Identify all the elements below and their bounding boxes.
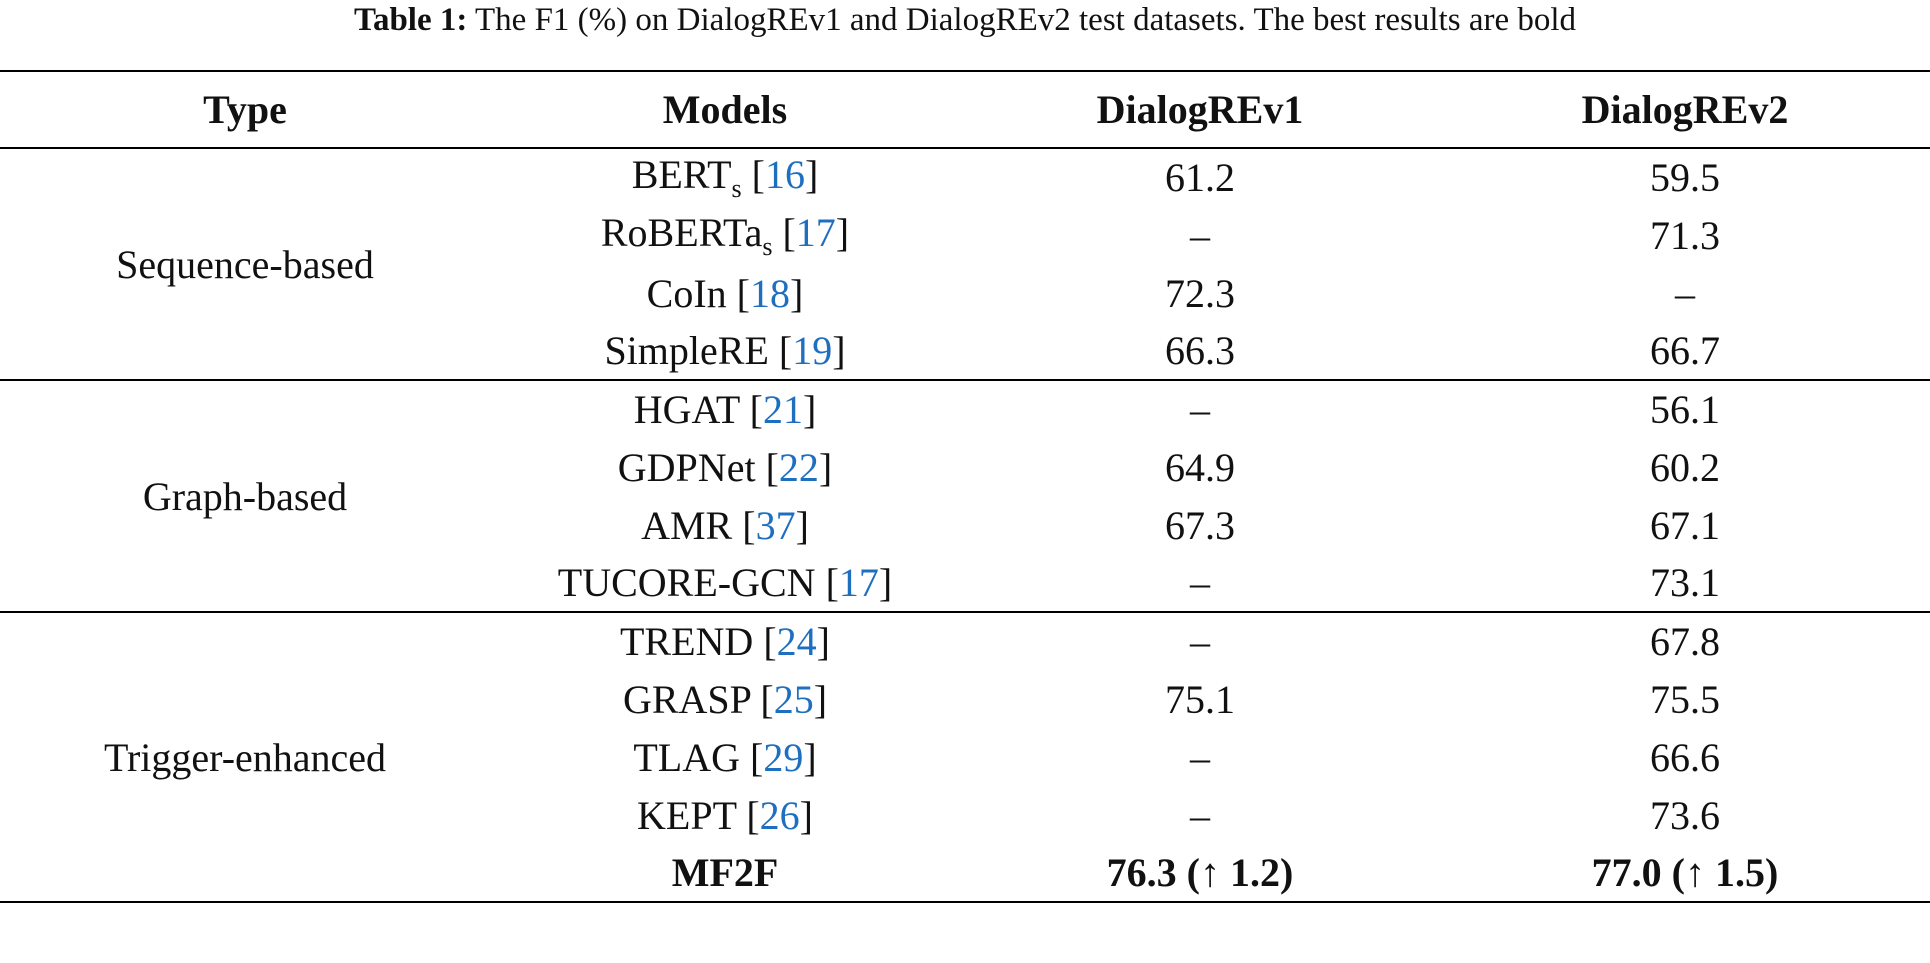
dialogrev2-value: 66.6: [1650, 734, 1720, 780]
model-name: TLAG: [633, 734, 740, 780]
citation-link[interactable]: 17: [838, 560, 879, 605]
model-cell: GDPNet [22]: [617, 444, 833, 490]
table-row: RoBERTas [17] – 71.3: [0, 206, 1930, 264]
header-type: Type: [203, 87, 287, 132]
model-name: CoIn: [646, 270, 727, 316]
table-body: Sequence-based BERTs [16] 61.2 59.5 RoBERTas…: [0, 148, 1930, 902]
table-row: GDPNet [22] 64.9 60.2: [0, 438, 1930, 496]
dialogrev2-value: 66.7: [1650, 328, 1720, 373]
table-row: SimpleRE [19] 66.3 66.7: [0, 322, 1930, 380]
model-name: BERT: [631, 152, 732, 197]
table-row: Trigger-enhanced TREND [24] – 67.8: [0, 612, 1930, 780]
table-caption: Table 1: The F1 (%) on DialogREv1 and Di…: [0, 0, 1930, 42]
model-cell: TLAG [29]: [633, 734, 817, 780]
dialogrev2-value: 56.1: [1650, 387, 1720, 432]
table-row: Sequence-based BERTs [16] 61.2 59.5: [0, 148, 1930, 287]
header-models: Models: [662, 87, 788, 132]
header-dialogrev2: DialogREv2: [1581, 87, 1789, 132]
model-name: GDPNet: [617, 444, 756, 490]
dialogrev1-value: –: [1190, 560, 1210, 605]
citation-link[interactable]: 16: [764, 152, 805, 197]
dialogrev1-value: 67.3: [1165, 502, 1235, 548]
model-cell: BERTs [16]: [631, 152, 819, 203]
dialogrev1-value: –: [1190, 619, 1210, 664]
dialogrev2-value: 73.1: [1650, 560, 1720, 605]
dialogrev1-value: 76.3 (↑ 1.2): [1106, 850, 1294, 895]
model-name: KEPT: [637, 792, 737, 838]
dialogrev2-value: 60.2: [1650, 444, 1720, 490]
model-subscript: s: [762, 231, 773, 261]
model-cell: SimpleRE [19]: [604, 328, 846, 373]
citation-link[interactable]: 24: [776, 619, 817, 664]
model-name: AMR: [641, 502, 733, 548]
citation-link[interactable]: 17: [795, 209, 836, 255]
dialogrev2-value: 73.6: [1650, 792, 1720, 838]
dialogrev2-value: 71.3: [1650, 212, 1720, 258]
model-cell: GRASP [25]: [622, 676, 828, 722]
citation-link[interactable]: 22: [778, 444, 819, 490]
table-row: CoIn [18] 72.3 –: [0, 264, 1930, 322]
table-row: Graph-based HGAT [21] – 56.1: [0, 380, 1930, 519]
dialogrev2-value: 67.8: [1650, 619, 1720, 664]
table-row: TLAG [29] – 66.6: [0, 728, 1930, 786]
group-type-cell: Sequence-based: [116, 241, 374, 287]
citation-link[interactable]: 18: [750, 270, 790, 316]
model-cell: RoBERTas [17]: [600, 209, 850, 261]
dialogrev1-value: –: [1190, 792, 1210, 838]
table-row: KEPT [26] – 73.6: [0, 786, 1930, 844]
model-subscript: s: [731, 174, 742, 203]
model-cell: TREND [24]: [620, 619, 830, 664]
dialogrev1-value: 61.2: [1165, 155, 1235, 200]
table-row: TUCORE-GCN [17] – 73.1: [0, 554, 1930, 612]
dialogrev1-value: –: [1190, 387, 1210, 432]
dialogrev2-value: 67.1: [1650, 502, 1720, 548]
table-row: AMR [37] 67.3 67.1: [0, 496, 1930, 554]
header-dialogrev1: DialogREv1: [1096, 87, 1304, 132]
citation-link[interactable]: 21: [762, 387, 803, 432]
dialogrev2-value: 75.5: [1650, 676, 1720, 722]
model-cell: TUCORE-GCN [17]: [557, 560, 893, 605]
group-type-cell: Graph-based: [142, 473, 348, 519]
citation-link[interactable]: 25: [773, 676, 814, 722]
model-name: TUCORE-GCN: [557, 560, 816, 605]
group-type-cell: Trigger-enhanced: [103, 734, 387, 780]
dialogrev1-value: 72.3: [1165, 270, 1235, 316]
citation-link[interactable]: 26: [759, 792, 800, 838]
model-name: TREND: [620, 619, 754, 664]
model-name: RoBERTa: [600, 209, 763, 255]
dialogrev1-value: –: [1190, 212, 1210, 258]
citation-link[interactable]: 29: [763, 734, 804, 780]
dialogrev2-value: 77.0 (↑ 1.5): [1591, 850, 1779, 895]
citation-link[interactable]: 19: [792, 328, 833, 373]
model-cell: AMR [37]: [641, 502, 809, 548]
dialogrev1-value: –: [1190, 734, 1210, 780]
dialogrev2-value: –: [1675, 270, 1695, 316]
caption-label: Table 1:: [353, 2, 468, 38]
dialogrev1-value: 75.1: [1165, 676, 1235, 722]
model-name: MF2F: [671, 850, 779, 895]
model-cell: KEPT [26]: [637, 792, 813, 838]
caption-text: The F1 (%) on DialogREv1 and DialogREv2 …: [467, 2, 1577, 38]
model-name: GRASP: [622, 676, 751, 722]
dialogrev1-value: 64.9: [1165, 444, 1235, 490]
dialogrev2-value: 59.5: [1650, 155, 1720, 200]
model-cell: MF2F: [490, 844, 960, 902]
model-cell: HGAT [21]: [633, 387, 817, 432]
table-row: GRASP [25] 75.1 75.5: [0, 670, 1930, 728]
table-row: MF2F 76.3 (↑ 1.2) 77.0 (↑ 1.5): [0, 844, 1930, 902]
header-row: Type Models DialogREv1 DialogREv2: [0, 71, 1930, 148]
model-name: HGAT: [633, 387, 740, 432]
model-cell: CoIn [18]: [646, 270, 804, 316]
citation-link[interactable]: 37: [755, 502, 796, 548]
results-table: Type Models DialogREv1 DialogREv2 Sequen…: [0, 70, 1930, 903]
model-name: SimpleRE: [604, 328, 769, 373]
dialogrev1-value: 66.3: [1165, 328, 1235, 373]
